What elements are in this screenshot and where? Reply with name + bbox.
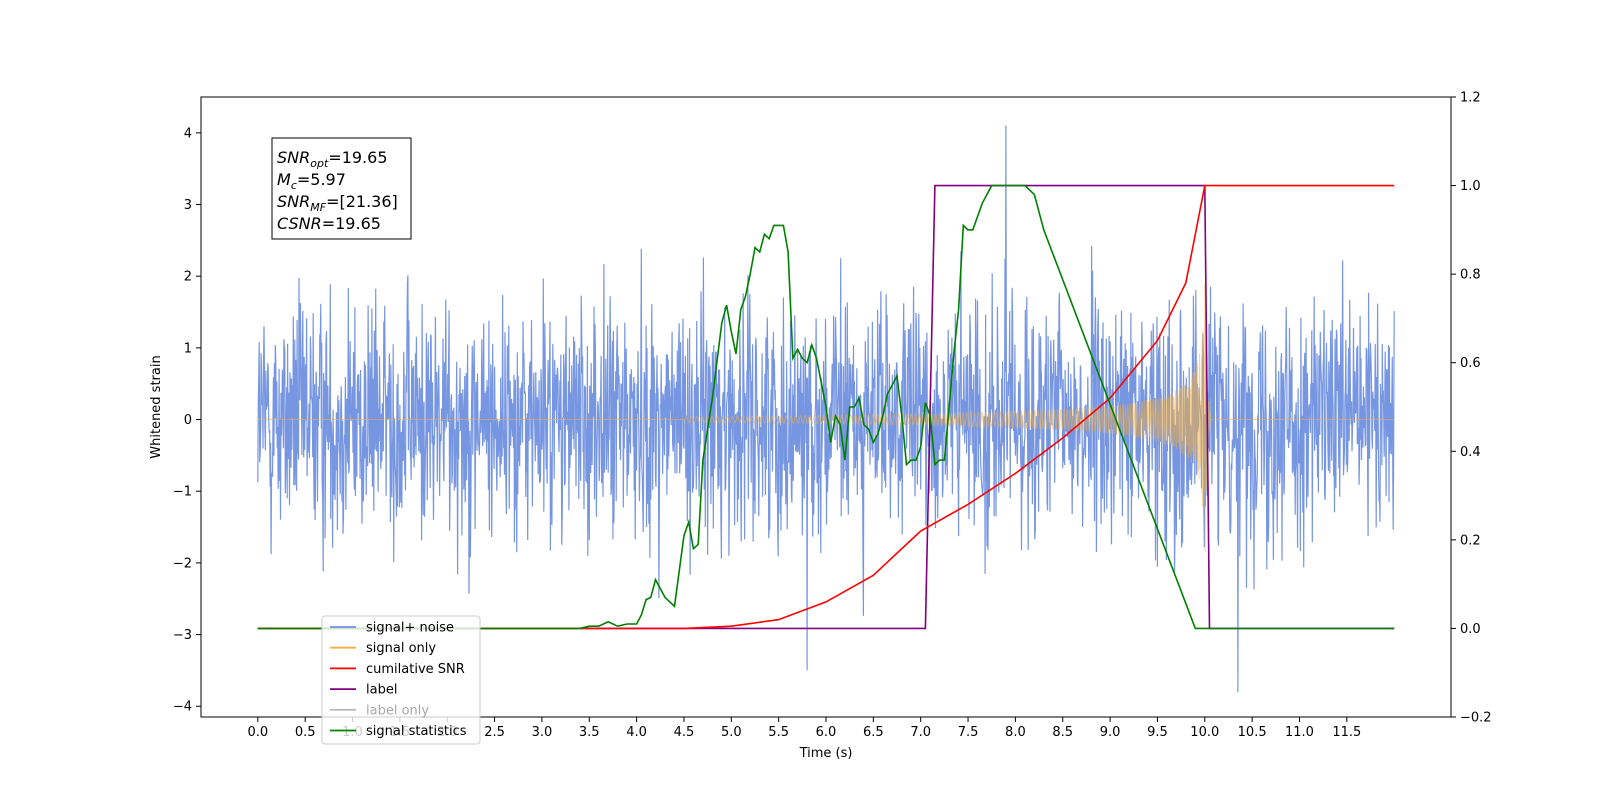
y-left-tick-label: 3 — [184, 198, 192, 213]
x-tick-label: 4.0 — [626, 725, 647, 740]
x-tick-label: 7.0 — [910, 725, 931, 740]
y-right-tick-label: 0.6 — [1460, 356, 1481, 371]
y-right-tick-label: 0.4 — [1460, 445, 1481, 460]
y-right-tick-label: −0.2 — [1460, 711, 1492, 726]
series-signal-only — [257, 283, 1395, 552]
x-tick-label: 8.0 — [1005, 725, 1026, 740]
x-tick-label: 10.5 — [1238, 725, 1267, 740]
legend-label: signal statistics — [366, 724, 467, 739]
y-left-tick-label: −3 — [173, 628, 192, 643]
x-tick-label: 0.5 — [295, 725, 316, 740]
x-tick-label: 6.5 — [863, 725, 884, 740]
x-tick-label: 9.0 — [1100, 725, 1121, 740]
x-tick-label: 3.5 — [579, 725, 600, 740]
y-left-tick-label: 4 — [184, 126, 192, 141]
x-tick-label: 5.0 — [721, 725, 742, 740]
x-tick-label: 5.5 — [768, 725, 789, 740]
info-line: SNRMF=[21.36] — [277, 192, 398, 214]
legend-label: signal+ noise — [366, 621, 454, 636]
y-left-tick-label: −2 — [173, 556, 192, 571]
x-tick-label: 9.5 — [1147, 725, 1168, 740]
y-axis-right: 1.2 1.0 0.8 0.6 0.4 0.2 0.0 −0.2 — [1451, 91, 1492, 726]
y-left-tick-label: 2 — [184, 270, 192, 285]
x-tick-label: 11.5 — [1332, 725, 1361, 740]
y-right-tick-label: 1.2 — [1460, 91, 1481, 106]
legend-label: label — [366, 683, 397, 698]
x-tick-label: 7.5 — [958, 725, 979, 740]
plot-area — [257, 125, 1395, 692]
x-axis-title: Time (s) — [799, 746, 853, 761]
x-tick-label: 4.5 — [674, 725, 695, 740]
info-line: CSNR=19.65 — [277, 214, 381, 233]
y-left-tick-label: 1 — [184, 341, 192, 356]
x-tick-label: 10.0 — [1190, 725, 1219, 740]
x-tick-label: 2.5 — [484, 725, 505, 740]
y-left-tick-label: −4 — [173, 700, 192, 715]
y-right-tick-label: 1.0 — [1460, 179, 1481, 194]
series-signal-statistics — [257, 184, 1395, 630]
x-tick-label: 6.0 — [816, 725, 837, 740]
y-left-tick-label: 0 — [184, 413, 192, 428]
legend-label: label only — [366, 703, 429, 718]
y-right-tick-label: 0.2 — [1460, 533, 1481, 548]
info-line: SNRopt=19.65 — [277, 148, 388, 170]
info-box-frame — [271, 137, 412, 240]
x-tick-label: 3.0 — [532, 725, 553, 740]
legend: signal+ noise signal only cumilative SNR la… — [321, 615, 481, 745]
legend-label: cumilative SNR — [366, 662, 465, 677]
legend-frame — [321, 615, 481, 745]
legend-label: signal only — [366, 641, 436, 656]
y-right-tick-label: 0.0 — [1460, 622, 1481, 637]
y-axis-title: Whitened strain — [149, 355, 164, 458]
info-box: SNRopt=19.65Mc=5.97SNRMF=[21.36]CSNR=19.… — [271, 137, 412, 240]
x-tick-label: 0.0 — [247, 725, 268, 740]
info-line: Mc=5.97 — [277, 170, 346, 192]
x-tick-label: 8.5 — [1052, 725, 1073, 740]
y-axis-left: 4 3 2 1 0 −1 −2 −3 −4 — [173, 126, 201, 715]
y-right-tick-label: 0.8 — [1460, 268, 1481, 283]
series-cumilative-snr — [257, 184, 1395, 630]
y-left-tick-label: −1 — [173, 485, 192, 500]
x-tick-label: 11.0 — [1285, 725, 1314, 740]
